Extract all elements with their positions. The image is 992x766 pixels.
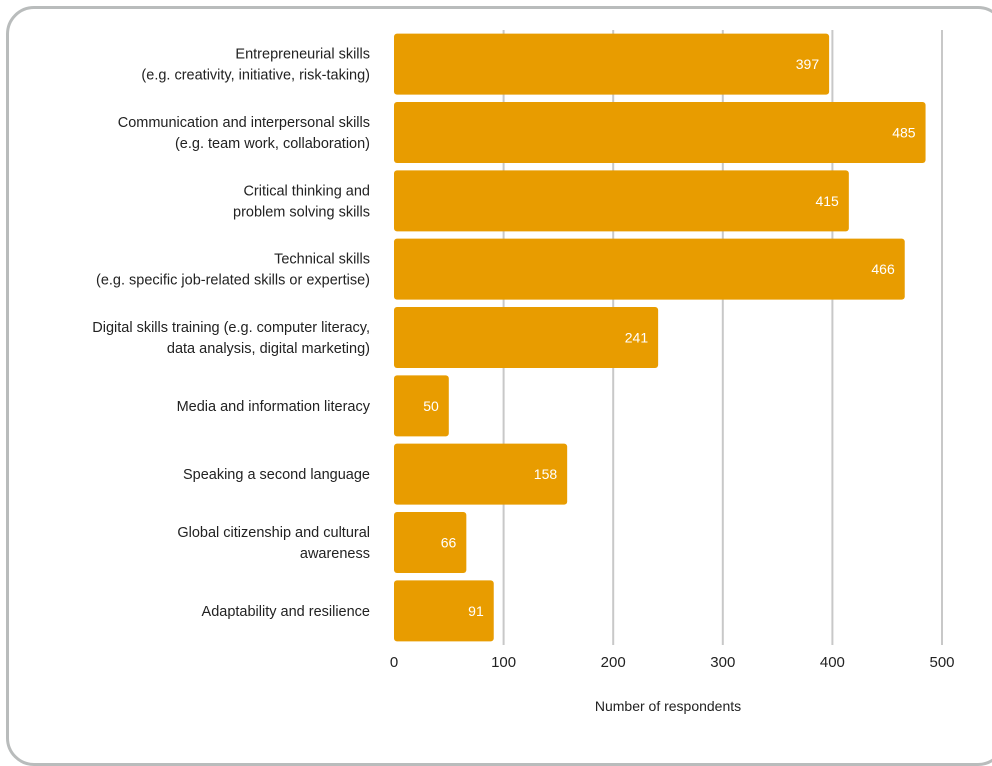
category-label-6-line-1: Media and information literacy <box>177 399 371 415</box>
bar-9 <box>394 580 494 642</box>
bar-4 <box>394 238 905 300</box>
x-tick-label-200: 200 <box>601 654 626 671</box>
bars: 397 485 415 466 241 50 158 66 91 <box>394 33 926 642</box>
x-tick-label-300: 300 <box>710 654 735 671</box>
category-label-8-line-1: Global citizenship and cultural <box>177 525 370 541</box>
category-label-2-line-2: (e.g. team work, collaboration) <box>175 136 370 152</box>
x-axis-title: Number of respondents <box>595 698 741 714</box>
bar-5 <box>394 307 659 368</box>
category-label-1-line-2: (e.g. creativity, initiative, risk-takin… <box>141 68 370 84</box>
bar-3 <box>394 170 849 232</box>
category-label-9-line-1: Adaptability and resilience <box>202 604 370 620</box>
data-label-1: 397 <box>796 56 820 72</box>
data-label-6: 50 <box>423 398 439 414</box>
x-tick-label-500: 500 <box>929 654 954 671</box>
x-tick-label-100: 100 <box>491 654 516 671</box>
data-label-7: 158 <box>534 466 558 482</box>
data-label-3: 415 <box>815 193 839 209</box>
category-labels: Entrepreneurial skills (e.g. creativity, … <box>92 47 370 620</box>
category-label-3-line-2: problem solving skills <box>233 204 370 220</box>
bar-7 <box>394 443 568 505</box>
bar-1 <box>394 33 830 95</box>
data-label-2: 485 <box>892 125 916 141</box>
x-tick-label-0: 0 <box>390 654 398 671</box>
bar-8 <box>394 512 467 573</box>
x-axis-ticks: 0 100 200 300 400 500 <box>390 654 955 671</box>
category-label-7-line-1: Speaking a second language <box>183 467 370 483</box>
bar-chart: 397 485 415 466 241 50 158 66 91 Entrepreneurial… <box>92 30 955 714</box>
category-label-1-line-1: Entrepreneurial skills <box>235 47 370 63</box>
category-label-4-line-2: (e.g. specific job-related skills or exp… <box>96 273 370 289</box>
category-label-2-line-1: Communication and interpersonal skills <box>118 115 370 131</box>
bar-6 <box>394 375 449 437</box>
data-label-8: 66 <box>441 535 457 551</box>
category-label-5-line-1: Digital skills training (e.g. computer l… <box>92 320 370 336</box>
data-label-9: 91 <box>468 603 484 619</box>
category-label-3-line-1: Critical thinking and <box>243 183 370 199</box>
category-label-5-line-2: data analysis, digital marketing) <box>167 341 370 357</box>
x-tick-label-400: 400 <box>820 654 845 671</box>
data-label-5: 241 <box>625 330 649 346</box>
data-label-4: 466 <box>871 261 895 277</box>
category-label-8-line-2: awareness <box>300 546 370 562</box>
bar-2 <box>394 102 926 163</box>
category-label-4-line-1: Technical skills <box>274 252 370 268</box>
